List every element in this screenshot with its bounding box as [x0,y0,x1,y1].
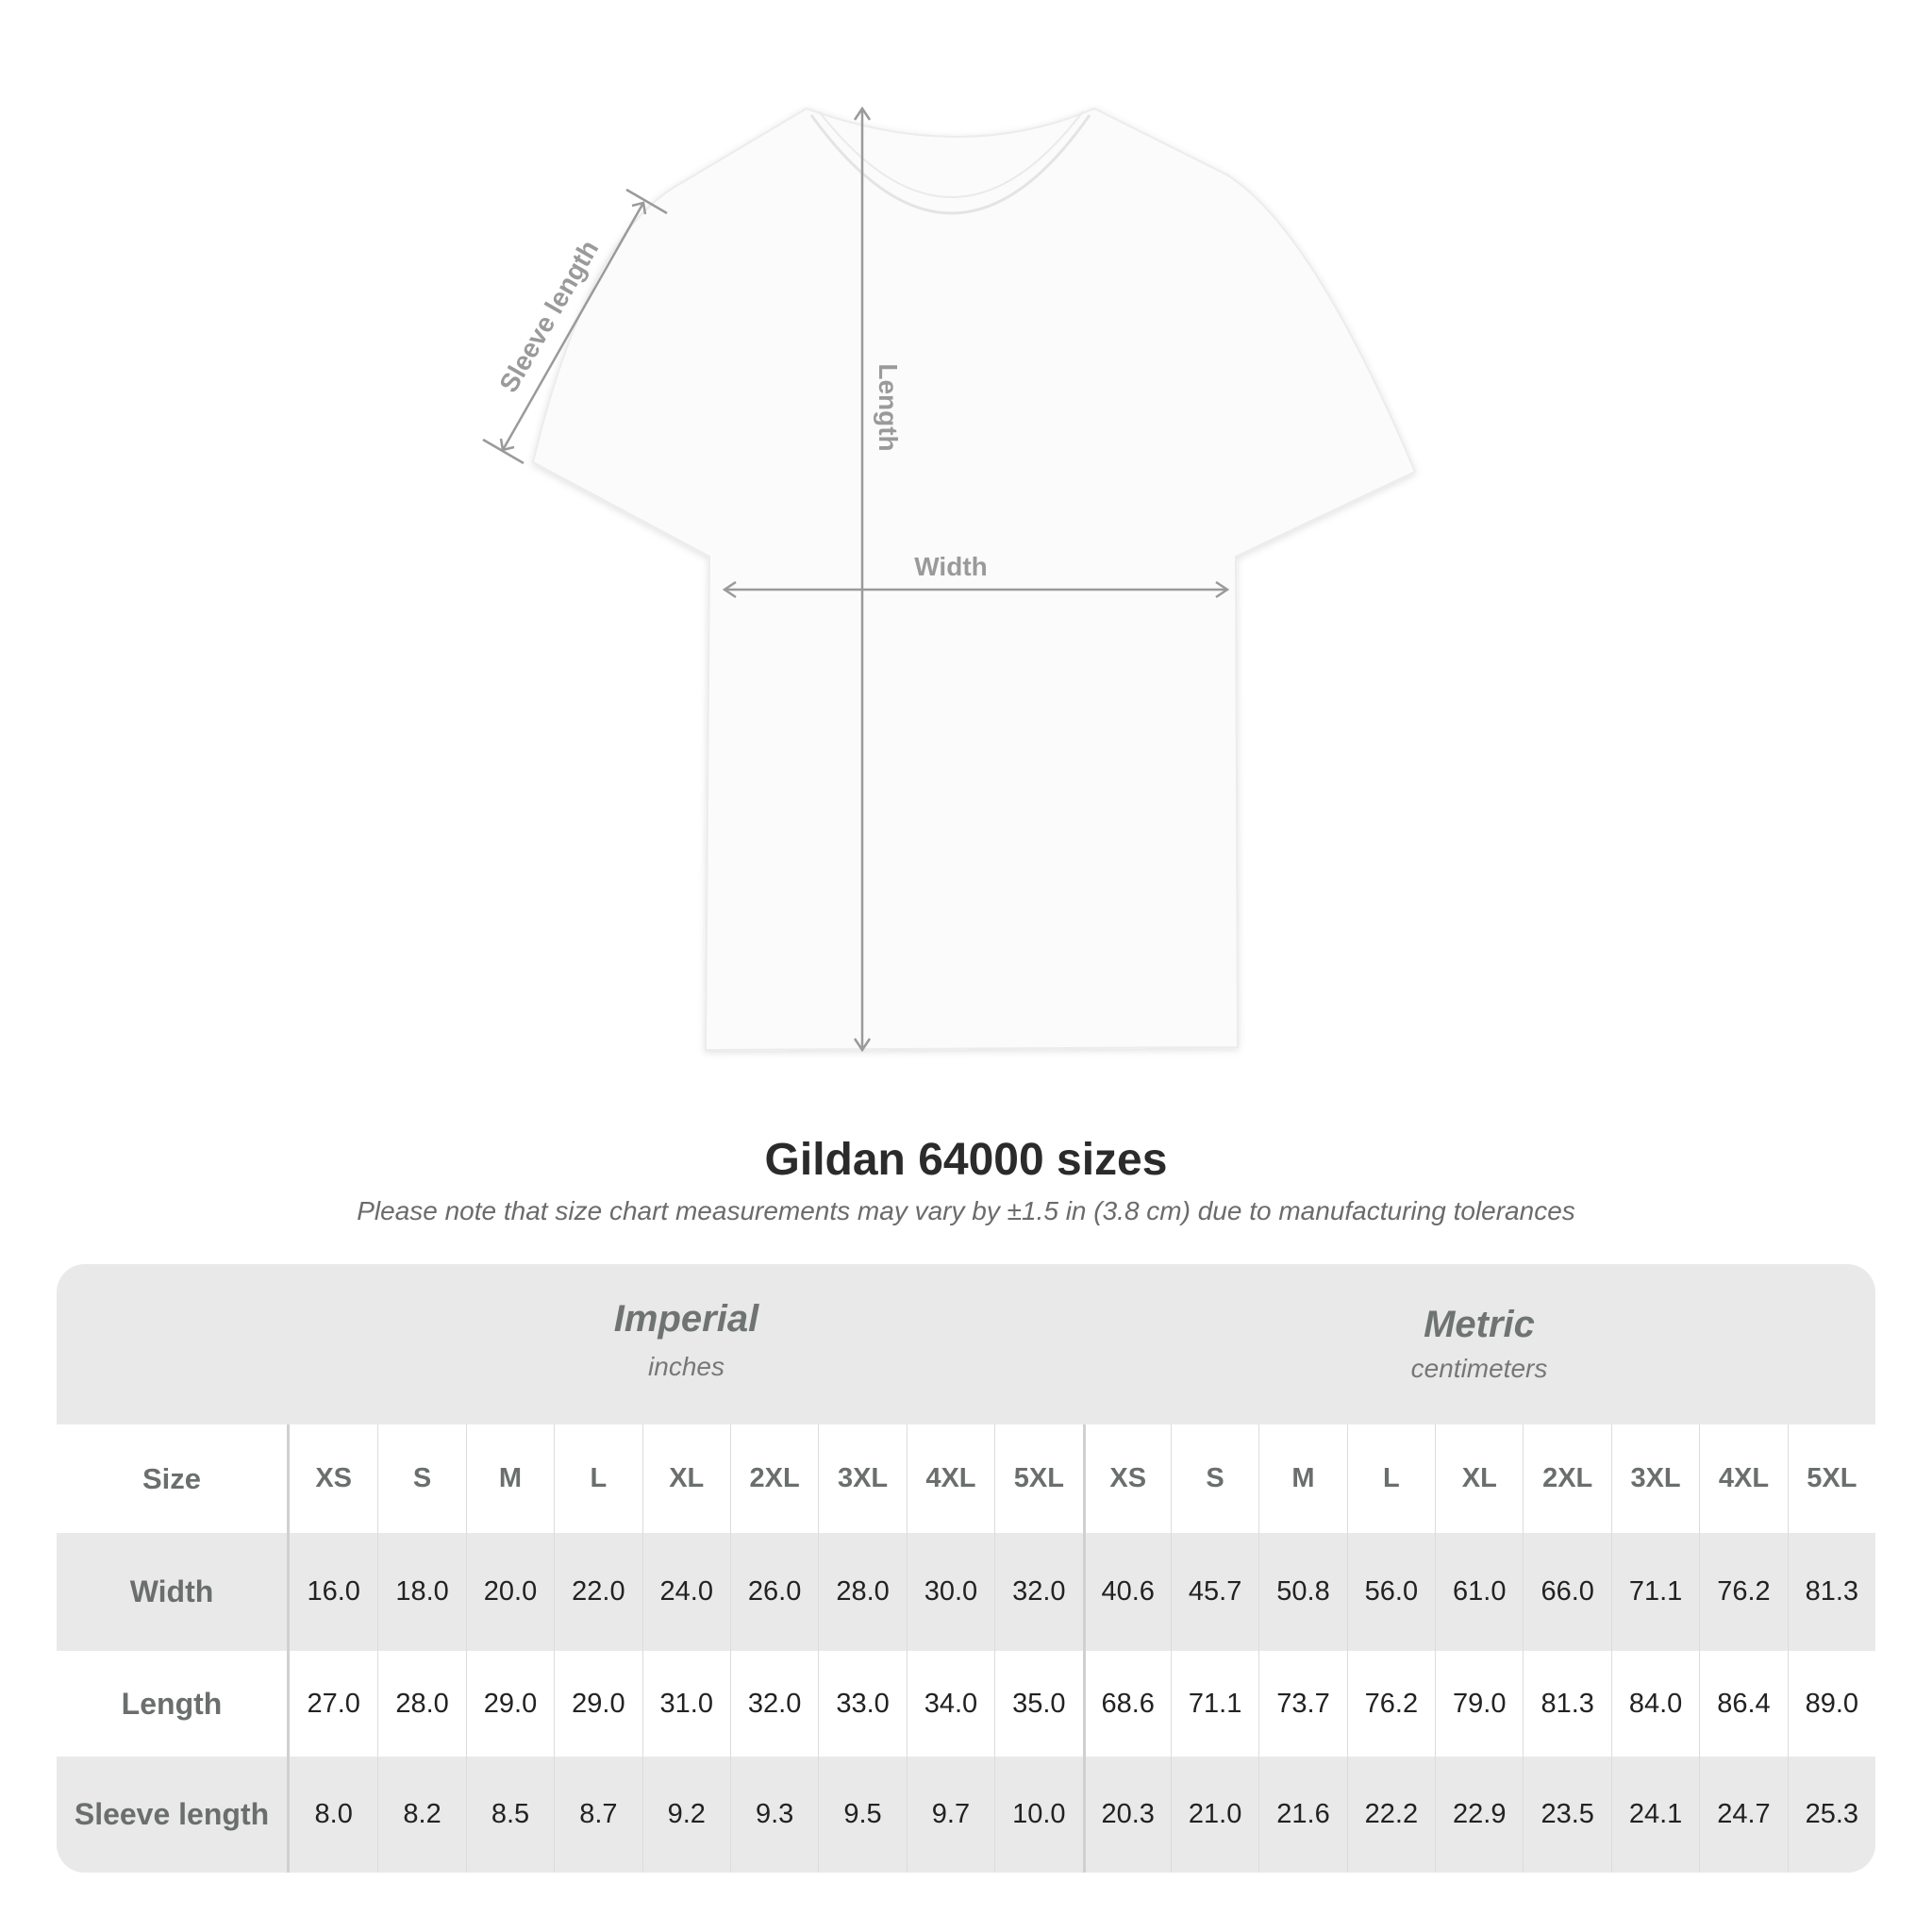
table-cell: 35.0 [994,1651,1082,1757]
table-cell: 81.3 [1523,1651,1610,1757]
group-name: Imperial [613,1298,759,1340]
table-cell: 45.7 [1170,1533,1258,1651]
table-cell: 8.0 [314,1799,353,1829]
table-cell: 68.6 [1082,1651,1171,1757]
table-cell: 8.2 [377,1757,465,1873]
table-cell: 30.0 [906,1533,994,1651]
table-cell: 16.0 [307,1576,360,1607]
tshirt-shape [531,107,1417,1052]
table-cell: 22.2 [1346,1757,1435,1873]
table-cell: 32.0 [729,1651,818,1757]
table-cell: 9.7 [906,1757,994,1873]
table-cell: 24.1 [1610,1757,1699,1873]
size-header-cell: XS [315,1463,353,1493]
table-row: Length 27.0 28.0 29.0 29.0 31.0 32.0 33.0 34.0 35… [57,1651,1875,1757]
table-cell: 9.3 [729,1757,818,1873]
size-header-cell: XL [641,1424,730,1533]
size-header-cell: L [554,1424,641,1533]
table-cell: 66.0 [1523,1533,1610,1651]
table-cell: 24.0 [641,1533,730,1651]
table-cell: 86.4 [1699,1651,1787,1757]
tshirt-diagram: Length Width Sleeve length [482,106,1417,1053]
table-cell: 84.0 [1610,1651,1699,1757]
group-name: Metric [1424,1304,1535,1345]
group-unit: centimeters [1410,1354,1548,1383]
table-cell: 28.0 [377,1651,465,1757]
table-cell: 8.5 [465,1757,554,1873]
table-cell: 20.0 [465,1533,554,1651]
table-cell: 79.0 [1435,1651,1523,1757]
table-cell: 22.0 [554,1533,641,1651]
tolerance-note: Please note that size chart measurements… [357,1196,1575,1225]
table-cell: 26.0 [729,1533,818,1651]
size-header-cell: S [1170,1424,1258,1533]
table-cell: 81.3 [1787,1533,1875,1651]
table-cell: 32.0 [994,1533,1082,1651]
table-cell: 34.0 [906,1651,994,1757]
size-header-cell: 4XL [1699,1424,1787,1533]
group-metric: Metric centimeters [1083,1264,1875,1424]
table-cell: 9.5 [818,1757,906,1873]
group-unit: inches [648,1352,724,1381]
table-cell: 76.2 [1699,1533,1787,1651]
table-row: Sleeve length 8.0 8.2 8.5 8.7 9.2 9.3 9.5 9.7 10.… [57,1757,1875,1873]
table-cell: 33.0 [818,1651,906,1757]
table-cell: 31.0 [641,1651,730,1757]
size-header-cell: 2XL [729,1424,818,1533]
table-row: Width 16.0 18.0 20.0 22.0 24.0 26.0 28.0 30.0 32.… [57,1533,1875,1651]
table-cell: 71.1 [1170,1651,1258,1757]
sleeve-arrow [501,202,645,451]
table-cell: 25.3 [1787,1757,1875,1873]
table-cell: 21.0 [1170,1757,1258,1873]
size-header-cell: XS [1082,1424,1171,1533]
table-cell: 27.0 [307,1688,360,1719]
table-cell: 73.7 [1258,1651,1346,1757]
table-cell: 24.7 [1699,1757,1787,1873]
table-cell: 8.7 [554,1757,641,1873]
size-header-cell: 4XL [906,1424,994,1533]
table-cell: 10.0 [994,1757,1082,1873]
table-cell: 18.0 [377,1533,465,1651]
row-label: Width [57,1533,290,1651]
size-header-cell: 2XL [1523,1424,1610,1533]
table-cell: 9.2 [641,1757,730,1873]
table-cell: 22.9 [1435,1757,1523,1873]
size-header-cell: 5XL [1787,1424,1875,1533]
size-header-row: Size XS S M L XL 2XL 3XL 4XL 5XL XS S M L XL 2XL 3XL 4XL 5… [57,1424,1875,1533]
size-header-cell: L [1346,1424,1435,1533]
size-header-cell: S [377,1424,465,1533]
table-cell: 28.0 [818,1533,906,1651]
chart-title: Gildan 64000 sizes [764,1135,1168,1185]
table-cell: 29.0 [465,1651,554,1757]
table-cell: 23.5 [1523,1757,1610,1873]
table-cell: 40.6 [1082,1533,1171,1651]
table-cell: 50.8 [1258,1533,1346,1651]
table-cell: 61.0 [1435,1533,1523,1651]
table-cell: 76.2 [1346,1651,1435,1757]
group-imperial: Imperial inches [290,1264,1083,1424]
size-header-cell: M [465,1424,554,1533]
size-table: Imperial inches Metric centimeters Size X… [57,1264,1875,1873]
row-label: Size [57,1424,290,1533]
table-cell: 89.0 [1787,1651,1875,1757]
row-label: Length [57,1651,290,1757]
table-cell: 56.0 [1346,1533,1435,1651]
size-header-cell: M [1258,1424,1346,1533]
table-cell: 21.6 [1258,1757,1346,1873]
row-label: Sleeve length [57,1757,290,1873]
table-cell: 20.3 [1082,1757,1171,1873]
size-header-cell: 3XL [1610,1424,1699,1533]
table-cell: 29.0 [554,1651,641,1757]
width-label: Width [914,552,988,581]
size-header-cell: 5XL [994,1424,1082,1533]
collar [809,114,1091,215]
size-header-cell: 3XL [818,1424,906,1533]
table-cell: 71.1 [1610,1533,1699,1651]
size-header-cell: XL [1435,1424,1523,1533]
length-label: Length [874,363,903,451]
